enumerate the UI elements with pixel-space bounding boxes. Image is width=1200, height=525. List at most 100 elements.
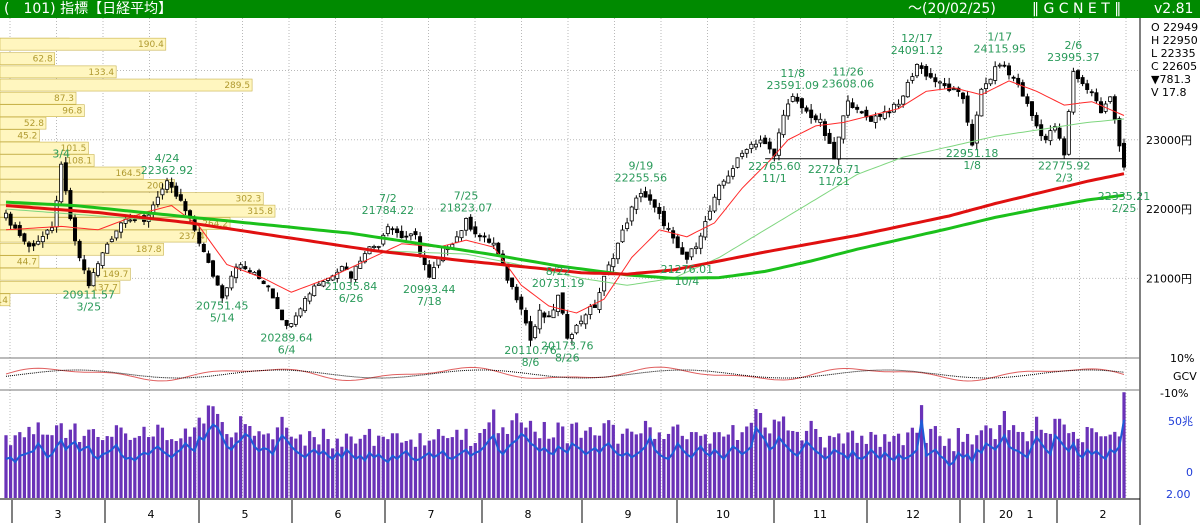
candle-body (155, 196, 160, 205)
candle-body (592, 304, 597, 308)
volume-bar (105, 436, 109, 498)
candle-body (408, 233, 413, 237)
candle-body (358, 260, 363, 269)
volume-bar (13, 435, 17, 498)
candle-body (546, 315, 551, 318)
candle-body (684, 251, 689, 260)
volume-bar (524, 427, 528, 498)
candle-body (556, 294, 561, 312)
volume-bar (285, 427, 289, 498)
candle-body (965, 95, 970, 123)
volume-bar (501, 427, 505, 498)
volume-bar (685, 439, 689, 498)
price-annotation: 8/6 (522, 356, 540, 369)
profile-label: 164.5 (115, 169, 141, 179)
volume-bar (372, 445, 376, 498)
candle-body (804, 107, 809, 112)
volume-bar (993, 439, 997, 498)
x-month-label: 1 (1027, 508, 1034, 521)
volume-bar (257, 431, 261, 498)
volume-bar (4, 435, 8, 498)
volume-bar (1025, 441, 1029, 498)
volume-bar (611, 424, 615, 498)
profile-bar (0, 141, 89, 155)
volume-bar (239, 416, 243, 498)
volume-bar (620, 433, 625, 498)
volume-bar (689, 432, 694, 498)
price-annotation: 7/18 (417, 295, 442, 308)
profile-bar (0, 293, 11, 307)
volume-bar (482, 428, 487, 498)
candle-body (726, 175, 731, 184)
candle-body (50, 227, 55, 231)
profile-bar (0, 91, 77, 105)
volume-bar (27, 426, 31, 498)
volume-bar (538, 438, 542, 498)
candle-body (91, 272, 96, 287)
volume-bar (114, 425, 119, 498)
candle-body (620, 229, 625, 243)
volume-bar (933, 426, 937, 498)
candle-body (689, 248, 694, 258)
volume-bar (676, 424, 680, 498)
volume-bar (657, 432, 661, 498)
volume-bar (395, 433, 399, 498)
candle-body (997, 64, 1002, 67)
quote-low: L 22335 (1151, 47, 1196, 60)
volume-bar (220, 422, 224, 498)
profile-label: 190.4 (138, 40, 164, 50)
candle-body (602, 275, 607, 292)
price-annotation: 22362.92 (141, 164, 194, 177)
profile-label: 187.8 (136, 245, 162, 255)
volume-bar (712, 432, 717, 498)
volume-bar (45, 434, 50, 498)
candle-body (818, 118, 823, 123)
volume-bar (197, 417, 201, 498)
volume-bar (979, 430, 983, 498)
candle-body (404, 235, 409, 238)
candle-body (473, 226, 478, 235)
price-annotation: 3/4 (52, 147, 70, 160)
profile-bar (0, 78, 253, 92)
candle-body (652, 199, 657, 208)
volume-bar (832, 437, 836, 498)
candle-body (372, 246, 377, 248)
price-annotation: 7/25 (454, 189, 479, 202)
candle-body (491, 242, 496, 246)
volume-bar (570, 423, 574, 498)
x-month-label: 4 (148, 508, 155, 521)
volume-bar (298, 434, 303, 498)
volume-bar (478, 433, 482, 498)
volume-bar (188, 436, 192, 498)
volume-bar (436, 429, 441, 498)
volume-bar (423, 445, 427, 498)
profile-label: 264.2 (202, 220, 228, 230)
volume-bar (326, 439, 330, 498)
candle-body (13, 224, 18, 229)
volume-bar (96, 436, 100, 498)
candle-body (625, 222, 630, 229)
candle-body (339, 266, 344, 272)
profile-bar (0, 154, 95, 167)
price-annotation: 4/24 (155, 152, 180, 165)
volume-bar (473, 443, 477, 498)
y-axis-label: 21000円 (1146, 272, 1192, 285)
candle-body (100, 252, 105, 266)
volume-bar (31, 434, 36, 498)
candle-body (947, 83, 952, 91)
volume-bar (947, 438, 951, 498)
volume-bar (331, 448, 335, 498)
profile-label: 45.2 (17, 132, 37, 142)
volume-bar (662, 439, 666, 498)
volume-bar (666, 433, 671, 498)
x-month-label: 6 (335, 508, 342, 521)
candle-body (721, 180, 726, 186)
volume-bar (496, 433, 500, 498)
volume-bar (814, 429, 818, 498)
profile-bar (0, 242, 164, 256)
price-annotation: 22765.60 (748, 160, 801, 173)
gcv-axis-label: -10% (1160, 387, 1188, 400)
candle-body (634, 197, 639, 210)
price-annotation: 22775.92 (1038, 159, 1091, 172)
volume-bar (671, 426, 675, 498)
